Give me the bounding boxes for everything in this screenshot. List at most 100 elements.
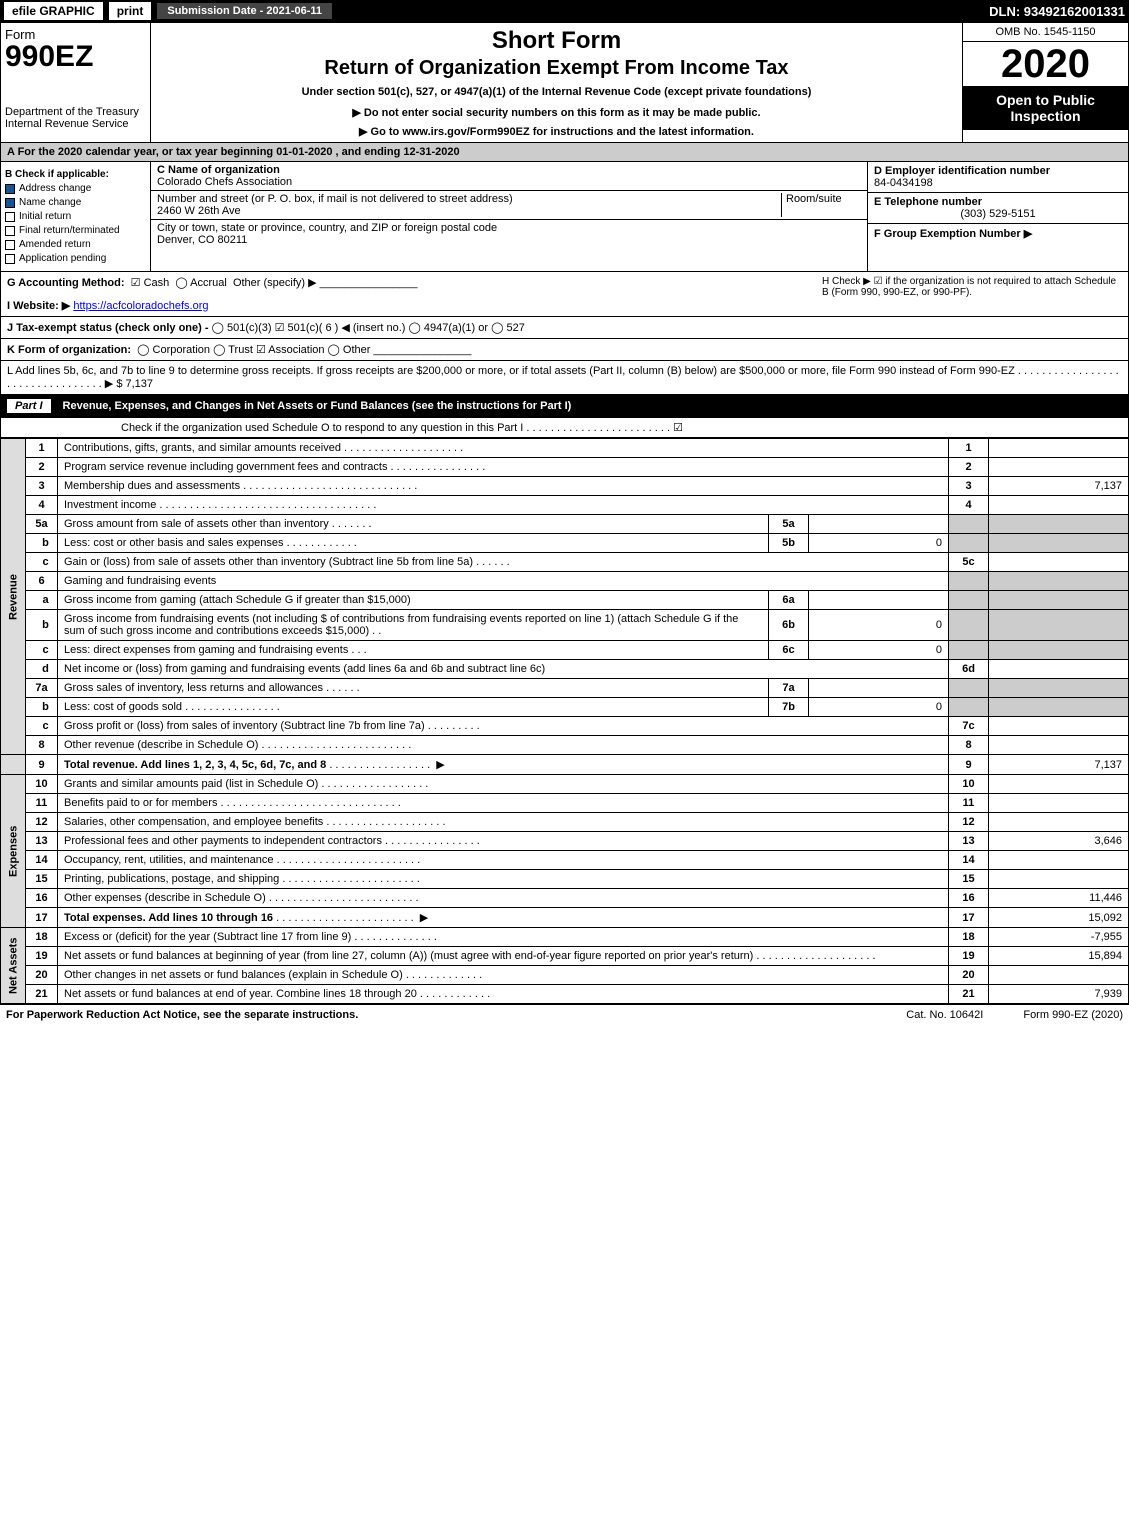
footer-right: Form 990-EZ (2020) <box>1023 1009 1123 1021</box>
line-3-desc: Membership dues and assessments <box>64 480 240 492</box>
e-label: E Telephone number <box>874 196 1122 208</box>
section-def: D Employer identification number 84-0434… <box>868 162 1128 271</box>
line-8-val <box>989 736 1129 755</box>
period-row: A For the 2020 calendar year, or tax yea… <box>0 143 1129 162</box>
line-7c-val <box>989 717 1129 736</box>
line-7a-subval <box>809 679 949 698</box>
line-7c-desc: Gross profit or (loss) from sales of inv… <box>64 720 425 732</box>
line-1-desc: Contributions, gifts, grants, and simila… <box>64 442 341 454</box>
line-8-desc: Other revenue (describe in Schedule O) <box>64 739 258 751</box>
g-other: Other (specify) ▶ <box>233 277 317 289</box>
line-5b-sub: 5b <box>769 534 809 553</box>
lines-table: Revenue 1Contributions, gifts, grants, a… <box>0 438 1129 1004</box>
line-6d-val <box>989 660 1129 679</box>
k-row: K Form of organization: ◯ Corporation ◯ … <box>0 339 1129 361</box>
header-left: Form 990EZ Department of the Treasury In… <box>1 23 151 142</box>
website-link[interactable]: https://acfcoloradochefs.org <box>73 300 208 312</box>
header-mid: Short Form Return of Organization Exempt… <box>151 23 963 142</box>
part1-label: Part I <box>7 399 51 413</box>
b-item-label: Final return/terminated <box>19 225 120 236</box>
line-3-val: 7,137 <box>989 477 1129 496</box>
revenue-label: Revenue <box>1 439 26 755</box>
line-6b-desc: Gross income from fundraising events (no… <box>64 613 738 637</box>
line-4-desc: Investment income <box>64 499 156 511</box>
submission-date: Submission Date - 2021-06-11 <box>157 3 332 19</box>
line-13-val: 3,646 <box>989 832 1129 851</box>
line-6a-subval <box>809 591 949 610</box>
top-bar: efile GRAPHIC print Submission Date - 20… <box>0 0 1129 22</box>
line-6a-sub: 6a <box>769 591 809 610</box>
line-19-val: 15,894 <box>989 947 1129 966</box>
b-name-change[interactable]: Name change <box>5 197 146 208</box>
section-b: B Check if applicable: Address change Na… <box>1 162 151 271</box>
g-cash: Cash <box>144 277 170 289</box>
line-7a-desc: Gross sales of inventory, less returns a… <box>64 682 323 694</box>
c-street: 2460 W 26th Ave <box>157 205 241 217</box>
j-opts: ◯ 501(c)(3) ☑ 501(c)( 6 ) ◀ (insert no.)… <box>212 322 525 334</box>
omb-number: OMB No. 1545-1150 <box>963 23 1128 42</box>
line-15-val <box>989 870 1129 889</box>
b-address-change[interactable]: Address change <box>5 183 146 194</box>
g-accrual: Accrual <box>190 277 227 289</box>
efile-button[interactable]: efile GRAPHIC <box>4 2 103 20</box>
e-phone: (303) 529-5151 <box>874 208 1122 220</box>
main-title: Return of Organization Exempt From Incom… <box>155 57 958 80</box>
g-label: G Accounting Method: <box>7 277 125 289</box>
line-6c-subval: 0 <box>809 641 949 660</box>
line-5a-desc: Gross amount from sale of assets other t… <box>64 518 329 530</box>
line-12-desc: Salaries, other compensation, and employ… <box>64 816 323 828</box>
line-5b-subval: 0 <box>809 534 949 553</box>
line-2-desc: Program service revenue including govern… <box>64 461 387 473</box>
part1-check: Check if the organization used Schedule … <box>0 418 1129 438</box>
line-4-val <box>989 496 1129 515</box>
line-21-desc: Net assets or fund balances at end of ye… <box>64 988 417 1000</box>
line-21-val: 7,939 <box>989 985 1129 1004</box>
subtitle-2: ▶ Do not enter social security numbers o… <box>155 106 958 119</box>
line-10-val <box>989 775 1129 794</box>
line-5c-desc: Gain or (loss) from sale of assets other… <box>64 556 473 568</box>
b-application-pending[interactable]: Application pending <box>5 253 146 264</box>
print-button[interactable]: print <box>109 2 152 20</box>
line-7a-sub: 7a <box>769 679 809 698</box>
part1-title: Revenue, Expenses, and Changes in Net As… <box>63 400 572 412</box>
line-5a-subval <box>809 515 949 534</box>
gh-row: G Accounting Method: ☑ Cash ◯ Accrual Ot… <box>0 272 1129 317</box>
c-org-name: Colorado Chefs Association <box>157 176 292 188</box>
line-14-desc: Occupancy, rent, utilities, and maintena… <box>64 854 274 866</box>
line-9-desc: Total revenue. Add lines 1, 2, 3, 4, 5c,… <box>64 759 326 771</box>
line-5a-sub: 5a <box>769 515 809 534</box>
line-19-desc: Net assets or fund balances at beginning… <box>64 950 753 962</box>
line-6c-desc: Less: direct expenses from gaming and fu… <box>64 644 348 656</box>
footer-left: For Paperwork Reduction Act Notice, see … <box>6 1009 866 1021</box>
line-6a-desc: Gross income from gaming (attach Schedul… <box>64 594 411 606</box>
b-item-label: Name change <box>19 197 81 208</box>
b-item-label: Address change <box>19 183 91 194</box>
line-20-desc: Other changes in net assets or fund bala… <box>64 969 403 981</box>
short-form-title: Short Form <box>155 27 958 55</box>
line-7b-desc: Less: cost of goods sold <box>64 701 182 713</box>
f-label: F Group Exemption Number ▶ <box>874 227 1122 240</box>
b-final-return[interactable]: Final return/terminated <box>5 225 146 236</box>
line-2-val <box>989 458 1129 477</box>
k-opts: ◯ Corporation ◯ Trust ☑ Association ◯ Ot… <box>137 344 370 356</box>
part1-header: Part I Revenue, Expenses, and Changes in… <box>0 395 1129 418</box>
b-label: B Check if applicable: <box>5 169 146 180</box>
footer-mid: Cat. No. 10642I <box>906 1009 983 1021</box>
line-11-desc: Benefits paid to or for members <box>64 797 217 809</box>
j-label: J Tax-exempt status (check only one) - <box>7 322 209 334</box>
line-1-val <box>989 439 1129 458</box>
line-7b-sub: 7b <box>769 698 809 717</box>
line-6b-sub: 6b <box>769 610 809 641</box>
line-15-desc: Printing, publications, postage, and shi… <box>64 873 279 885</box>
open-public-2: Inspection <box>1010 108 1080 124</box>
c-name-label: C Name of organization <box>157 164 280 176</box>
h-text: H Check ▶ ☑ if the organization is not r… <box>822 276 1122 312</box>
b-amended-return[interactable]: Amended return <box>5 239 146 250</box>
b-initial-return[interactable]: Initial return <box>5 211 146 222</box>
b-item-label: Initial return <box>19 211 71 222</box>
c-city-label: City or town, state or province, country… <box>157 222 497 234</box>
c-city: Denver, CO 80211 <box>157 234 247 246</box>
dln: DLN: 93492162001331 <box>989 4 1125 19</box>
k-label: K Form of organization: <box>7 344 131 356</box>
j-row: J Tax-exempt status (check only one) - ◯… <box>0 317 1129 339</box>
